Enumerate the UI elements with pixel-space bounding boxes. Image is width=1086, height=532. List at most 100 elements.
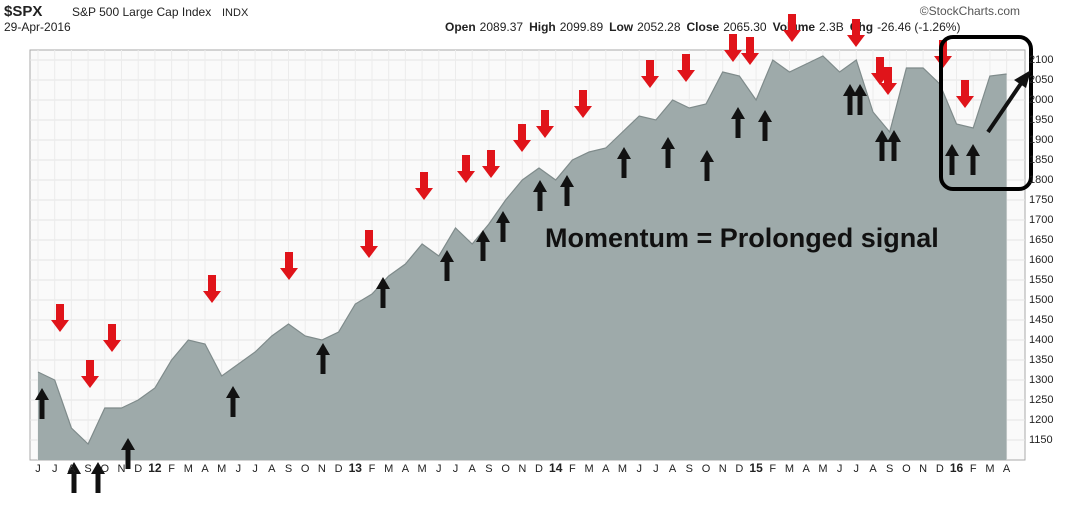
x-tick-label: O	[101, 463, 110, 475]
x-tick-label: S	[285, 463, 292, 475]
x-tick-label: J	[252, 463, 258, 475]
y-tick-label: 1500	[1029, 294, 1053, 306]
x-tick-label: 12	[148, 461, 162, 475]
y-tick-label: 1600	[1029, 254, 1053, 266]
x-tick-label: A	[869, 463, 877, 475]
x-tick-label: M	[585, 463, 594, 475]
y-tick-label: 1250	[1029, 394, 1053, 406]
x-tick-label: D	[335, 463, 343, 475]
x-tick-label: J	[436, 463, 442, 475]
annotation: Momentum = Prolonged signal	[545, 223, 939, 253]
x-tick-label: J	[52, 463, 58, 475]
x-tick-label: M	[418, 463, 427, 475]
x-tick-label: M	[818, 463, 827, 475]
y-tick-label: 1350	[1029, 354, 1053, 366]
x-tick-label: F	[569, 463, 576, 475]
x-tick-label: F	[168, 463, 175, 475]
x-tick-label: O	[301, 463, 310, 475]
x-tick-label: S	[84, 463, 91, 475]
y-tick-label: 1700	[1029, 214, 1053, 226]
y-tick-label: 1950	[1029, 114, 1053, 126]
x-tick-label: J	[236, 463, 242, 475]
x-tick-label: D	[134, 463, 142, 475]
x-tick-label: A	[602, 463, 610, 475]
quote-value: 2099.89	[560, 20, 604, 34]
x-tick-label: A	[1003, 463, 1011, 475]
date: 29-Apr-2016	[4, 20, 71, 34]
x-tick-label: A	[803, 463, 811, 475]
x-tick-label: M	[785, 463, 794, 475]
y-tick-label: 1750	[1029, 194, 1053, 206]
y-tick-label: 1150	[1029, 434, 1053, 446]
x-tick-label: F	[369, 463, 376, 475]
x-tick-label: N	[518, 463, 526, 475]
x-tick-label: M	[985, 463, 994, 475]
x-tick-label: N	[919, 463, 927, 475]
quote-value: -26.46 (-1.26%)	[877, 20, 960, 34]
x-tick-label: A	[68, 463, 76, 475]
quote-value: 2065.30	[723, 20, 767, 34]
x-tick-label: 15	[749, 461, 763, 475]
x-tick-label: J	[636, 463, 642, 475]
y-tick-label: 1800	[1029, 174, 1053, 186]
trend-arrow-head	[1014, 70, 1031, 88]
x-tick-label: F	[769, 463, 776, 475]
quote-value: 2052.28	[637, 20, 681, 34]
x-tick-label: M	[184, 463, 193, 475]
x-tick-label: S	[886, 463, 893, 475]
x-tick-label: M	[618, 463, 627, 475]
quote-label: Open	[445, 20, 476, 34]
y-tick-label: 1400	[1029, 334, 1053, 346]
x-tick-label: N	[118, 463, 126, 475]
y-tick-label: 1450	[1029, 314, 1053, 326]
x-tick-label: A	[402, 463, 410, 475]
highlight-box	[939, 35, 1033, 191]
x-tick-label: N	[719, 463, 727, 475]
x-tick-label: 14	[549, 461, 563, 475]
x-tick-label: S	[686, 463, 693, 475]
x-tick-label: A	[469, 463, 477, 475]
x-tick-label: J	[453, 463, 459, 475]
y-tick-label: 2100	[1029, 54, 1053, 66]
quote-label: High	[529, 20, 556, 34]
x-tick-label: D	[936, 463, 944, 475]
quote-line: Open 2089.37 High 2099.89 Low 2052.28 Close 206…	[445, 20, 960, 34]
y-tick-label: 2050	[1029, 74, 1053, 86]
plot	[37, 55, 1007, 460]
x-tick-label: M	[217, 463, 226, 475]
y-tick-label: 1650	[1029, 234, 1053, 246]
x-tick-label: J	[854, 463, 860, 475]
price-area	[38, 56, 1007, 460]
x-tick-label: J	[653, 463, 659, 475]
x-tick-label: S	[485, 463, 492, 475]
quote-label: Close	[687, 20, 720, 34]
x-tick-label: O	[702, 463, 711, 475]
x-tick-label: A	[268, 463, 276, 475]
y-tick-label: 1200	[1029, 414, 1053, 426]
x-tick-label: O	[501, 463, 510, 475]
quote-value: 2.3B	[819, 20, 844, 34]
y-tick-label: 1550	[1029, 274, 1053, 286]
exchange: INDX	[222, 7, 249, 19]
price-line	[37, 55, 1007, 446]
x-tick-label: D	[535, 463, 543, 475]
y-tick-label: 1300	[1029, 374, 1053, 386]
x-tick-label: D	[735, 463, 743, 475]
y-tick-label: 1900	[1029, 134, 1053, 146]
x-tick-label: 16	[950, 461, 964, 475]
trend-arrow	[986, 80, 1024, 134]
x-tick-label: F	[970, 463, 977, 475]
symbol: $SPX	[4, 3, 42, 20]
x-tick-label: N	[318, 463, 326, 475]
source: ©StockCharts.com	[920, 4, 1020, 18]
x-tick-label: A	[201, 463, 209, 475]
y-tick-label: 1850	[1029, 154, 1053, 166]
quote-label: Low	[609, 20, 634, 34]
y-tick-label: 2000	[1029, 94, 1053, 106]
x-tick-label: J	[837, 463, 843, 475]
x-tick-label: 13	[349, 461, 363, 475]
x-tick-label: M	[384, 463, 393, 475]
x-tick-label: O	[902, 463, 911, 475]
x-tick-label: A	[669, 463, 677, 475]
